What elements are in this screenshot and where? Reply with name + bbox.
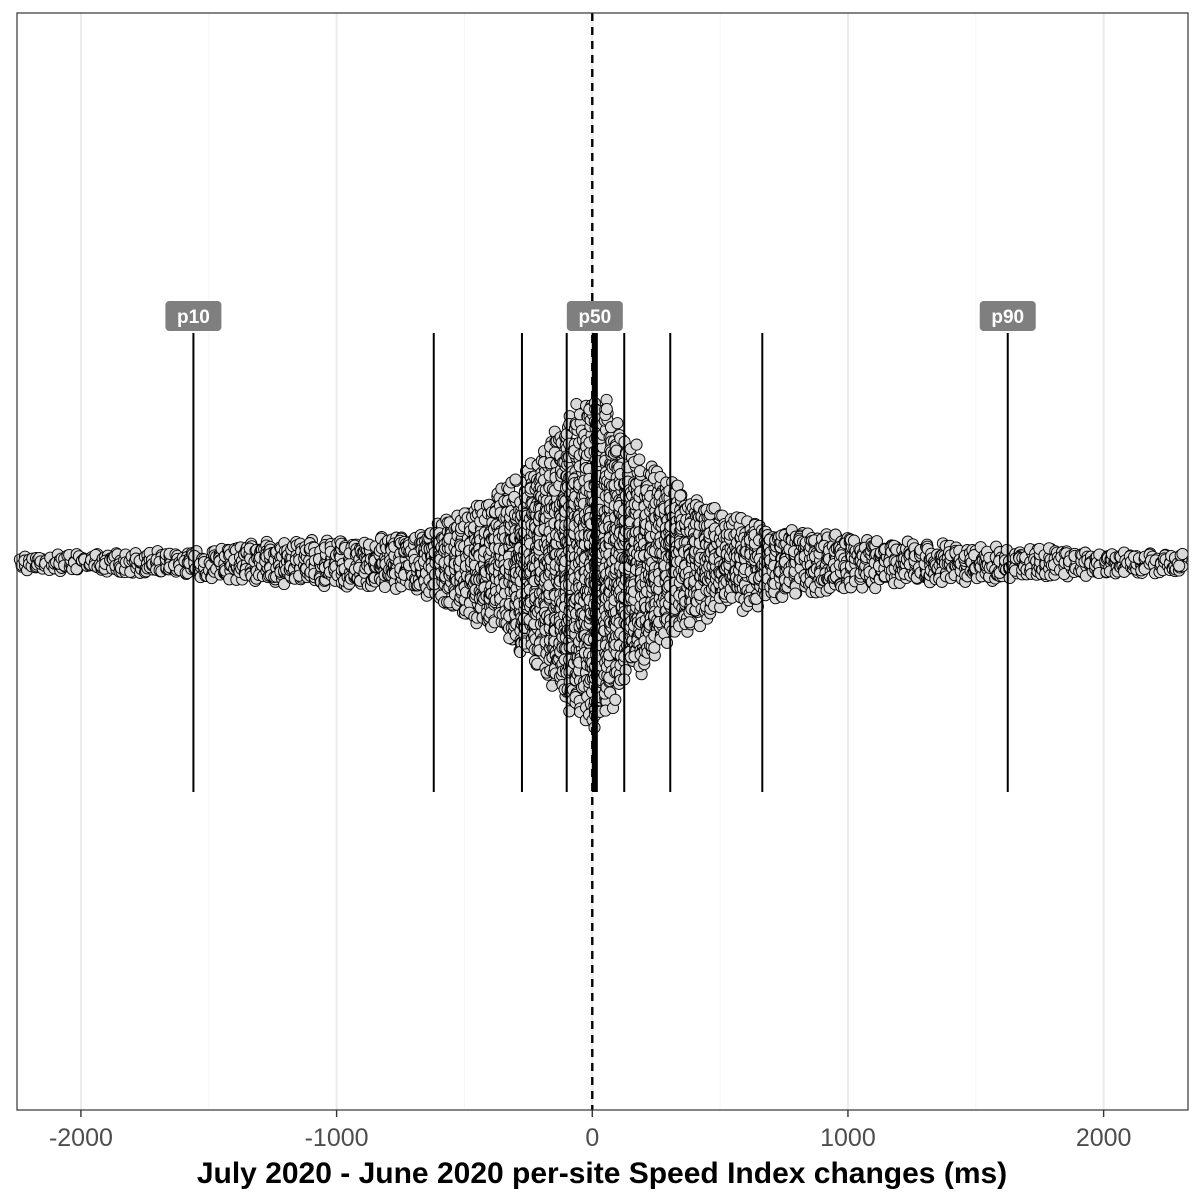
point [683, 616, 696, 629]
point [600, 402, 613, 416]
point [611, 417, 624, 430]
point [630, 438, 643, 451]
beeswarm-points [13, 393, 1189, 734]
point [570, 397, 583, 411]
point [509, 473, 522, 486]
point [674, 489, 687, 502]
point [609, 693, 622, 706]
point [633, 453, 646, 466]
